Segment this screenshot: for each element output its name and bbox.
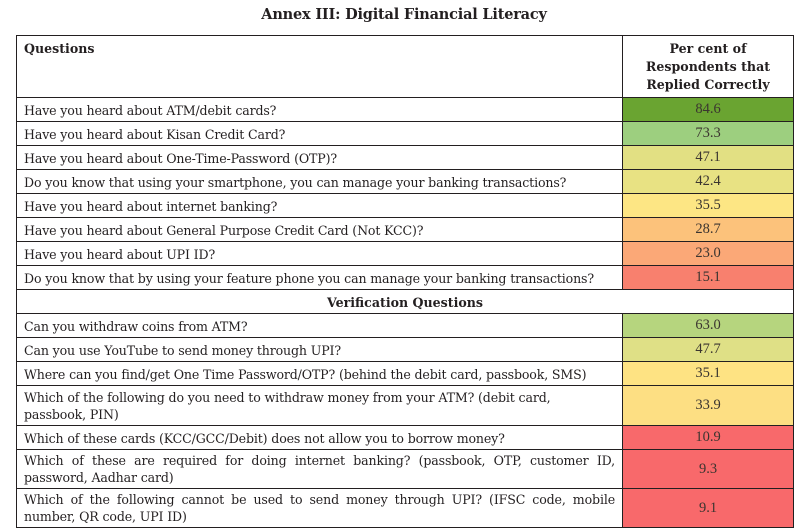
table-row: Which of the following do you need to wi… [16, 385, 794, 426]
section-row: Verification Questions [16, 289, 794, 314]
question-cell: Have you heard about Kisan Credit Card? [16, 121, 623, 146]
table-row: Which of these are required for doing in… [16, 449, 794, 489]
percent-cell: 15.1 [622, 265, 794, 290]
table-row: Where can you find/get One Time Password… [16, 361, 794, 386]
table-row: Have you heard about ATM/debit cards? 84.… [16, 97, 794, 122]
question-cell: Have you heard about internet banking? [16, 193, 623, 218]
percent-cell: 35.5 [622, 193, 794, 218]
header-row: Questions Per cent of Respondents that R… [16, 35, 794, 98]
percent-cell: 73.3 [622, 121, 794, 146]
question-cell: Which of these are required for doing in… [16, 449, 623, 489]
question-cell: Which of the following do you need to wi… [16, 385, 623, 426]
question-cell: Do you know that by using your feature p… [16, 265, 623, 290]
question-cell: Can you withdraw coins from ATM? [16, 313, 623, 338]
question-cell: Have you heard about ATM/debit cards? [16, 97, 623, 122]
table-row: Can you withdraw coins from ATM? 63.0 [16, 313, 794, 338]
percent-cell: 63.0 [622, 313, 794, 338]
table-row: Have you heard about UPI ID? 23.0 [16, 241, 794, 266]
table-title: Annex III: Digital Financial Literacy [261, 6, 547, 23]
table-row: Do you know that by using your feature p… [16, 265, 794, 290]
percent-cell: 28.7 [622, 217, 794, 242]
verification-section-title: Verification Questions [16, 289, 794, 314]
question-cell: Which of the following cannot be used to… [16, 488, 623, 528]
table-row: Which of these cards (KCC/GCC/Debit) doe… [16, 425, 794, 450]
table-row: Have you heard about internet banking? 35… [16, 193, 794, 218]
question-cell: Where can you find/get One Time Password… [16, 361, 623, 386]
question-cell: Have you heard about General Purpose Cre… [16, 217, 623, 242]
table-row: Do you know that using your smartphone, … [16, 169, 794, 194]
percent-cell: 84.6 [622, 97, 794, 122]
percent-cell: 9.1 [622, 488, 794, 528]
percent-cell: 35.1 [622, 361, 794, 386]
question-cell: Which of these cards (KCC/GCC/Debit) doe… [16, 425, 623, 450]
question-cell: Have you heard about UPI ID? [16, 241, 623, 266]
percent-cell: 10.9 [622, 425, 794, 450]
table-row: Have you heard about One-Time-Password (… [16, 145, 794, 170]
table-row: Have you heard about General Purpose Cre… [16, 217, 794, 242]
question-cell: Can you use YouTube to send money throug… [16, 337, 623, 362]
question-cell: Have you heard about One-Time-Password (… [16, 145, 623, 170]
table-row: Can you use YouTube to send money throug… [16, 337, 794, 362]
percent-cell: 33.9 [622, 385, 794, 426]
percent-cell: 47.7 [622, 337, 794, 362]
percent-cell: 23.0 [622, 241, 794, 266]
percent-correct-header: Per cent of Respondents that Replied Cor… [622, 35, 794, 98]
percent-cell: 42.4 [622, 169, 794, 194]
table-row: Have you heard about Kisan Credit Card? 7… [16, 121, 794, 146]
question-cell: Do you know that using your smartphone, … [16, 169, 623, 194]
percent-cell: 9.3 [622, 449, 794, 489]
digital-literacy-table: Questions Per cent of Respondents that R… [16, 35, 794, 528]
percent-cell: 47.1 [622, 145, 794, 170]
questions-header: Questions [16, 35, 623, 98]
table-row: Which of the following cannot be used to… [16, 488, 794, 528]
